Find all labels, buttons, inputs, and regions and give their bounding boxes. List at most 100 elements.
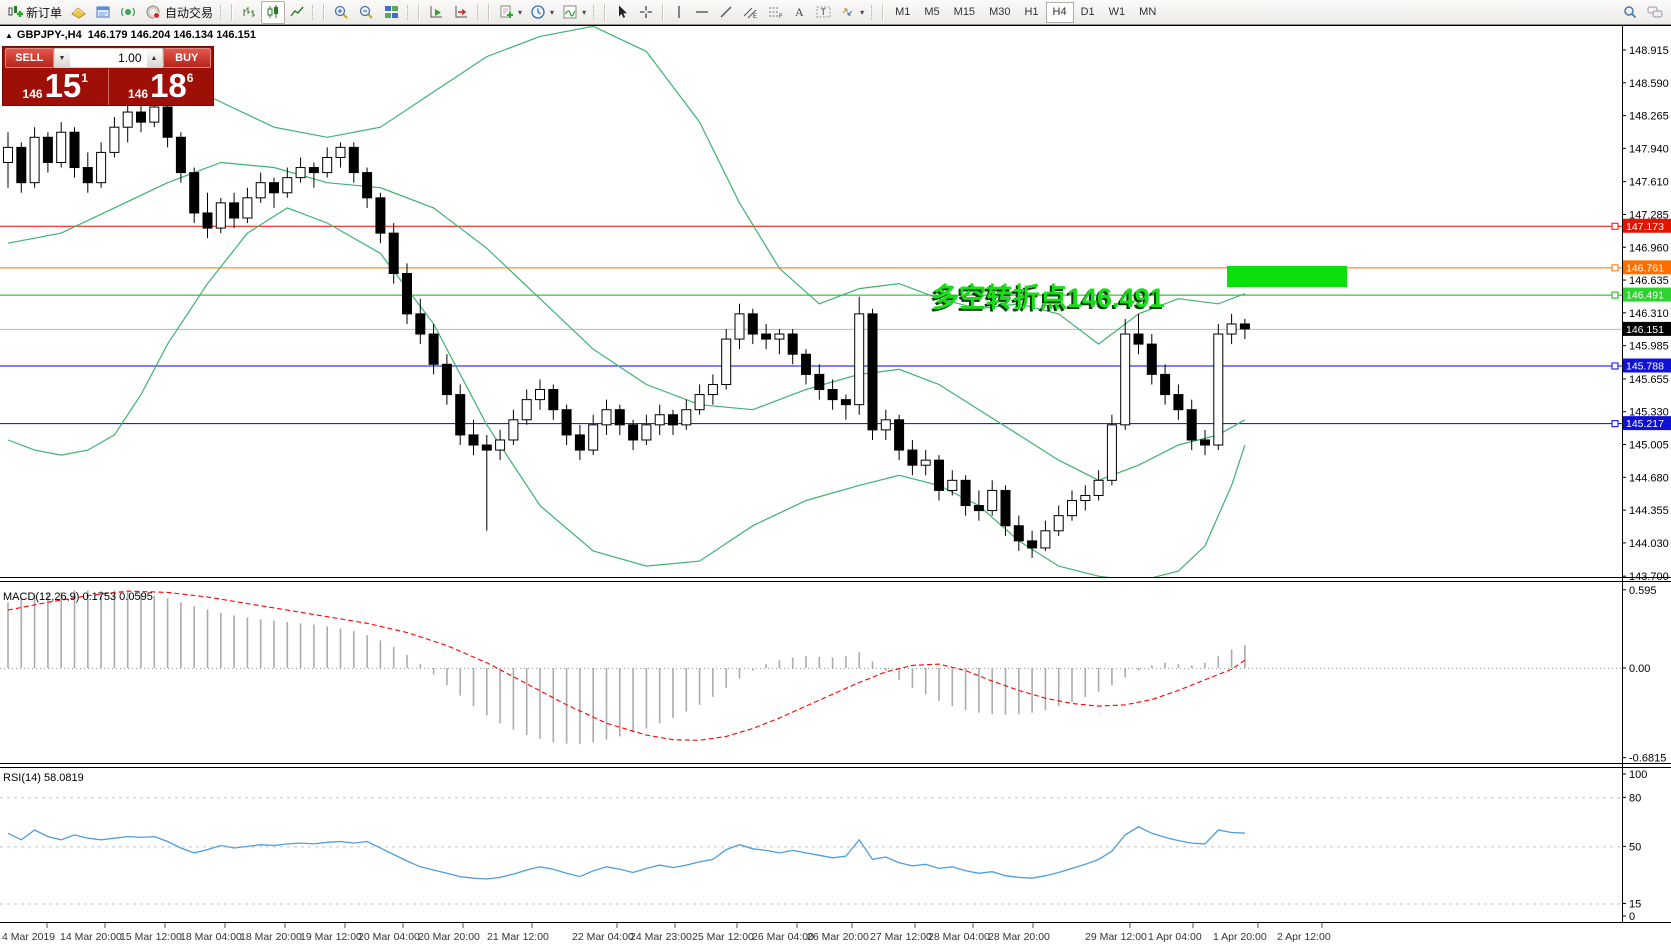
price-line-label-box[interactable] bbox=[1623, 260, 1671, 275]
toolbar-grip bbox=[220, 4, 224, 20]
price-line-label-box[interactable] bbox=[1623, 416, 1671, 431]
macd-axis-tick: 0.00 bbox=[1629, 663, 1650, 675]
data-window-button[interactable] bbox=[91, 1, 116, 24]
candle bbox=[1027, 540, 1038, 549]
vertical-line-tool-button[interactable] bbox=[668, 1, 690, 24]
market-watch-button[interactable] bbox=[66, 1, 91, 24]
candle bbox=[282, 177, 293, 194]
candle bbox=[1200, 439, 1210, 446]
line-anchor-marker[interactable] bbox=[1611, 222, 1619, 230]
candle bbox=[548, 389, 559, 411]
zoom-in-button[interactable] bbox=[329, 1, 354, 24]
line-anchor-marker[interactable] bbox=[1611, 291, 1619, 299]
candle bbox=[894, 419, 905, 451]
timeframe-m30[interactable]: M30 bbox=[989, 6, 1011, 18]
candle bbox=[348, 146, 359, 174]
timeframe-m15[interactable]: M15 bbox=[953, 6, 976, 18]
text-tool-button[interactable]: A bbox=[788, 1, 811, 24]
sell-button[interactable]: SELL bbox=[5, 48, 54, 68]
candle bbox=[295, 167, 306, 179]
auto-scroll-button[interactable] bbox=[424, 1, 449, 24]
candle bbox=[109, 126, 120, 153]
timeframe-mn[interactable]: MN bbox=[1139, 6, 1157, 18]
zoom-out-button[interactable] bbox=[354, 1, 379, 24]
channel-tool-button[interactable]: E bbox=[738, 1, 763, 24]
periods-caret-icon: ▾ bbox=[550, 7, 555, 17]
annotation-highlight-box[interactable] bbox=[1227, 266, 1347, 287]
shapes-tool-button[interactable]: ▾ bbox=[836, 1, 868, 24]
periods-button[interactable]: ▾ bbox=[526, 1, 558, 24]
time-axis-label: 24 Mar 23:00 bbox=[630, 931, 692, 943]
candle bbox=[840, 399, 851, 406]
toolbar-grip bbox=[871, 4, 875, 20]
toolbar-grip bbox=[407, 4, 411, 20]
volume-decrease-button[interactable]: ▼ bbox=[54, 49, 70, 67]
search-button[interactable] bbox=[1618, 1, 1642, 24]
price-axis-tick: 144.030 bbox=[1629, 538, 1669, 550]
svg-text:A: A bbox=[795, 5, 804, 19]
candle bbox=[1106, 424, 1117, 481]
line-anchor-marker[interactable] bbox=[1611, 264, 1619, 272]
collapse-panel-icon[interactable]: ▲ bbox=[5, 31, 13, 40]
macd-panel: MACD(12,26,9) 0.1753 0.0595 bbox=[0, 590, 1622, 745]
tile-windows-button[interactable] bbox=[379, 1, 404, 24]
candle bbox=[162, 106, 173, 138]
candle bbox=[415, 313, 426, 335]
trendline-tool-button[interactable] bbox=[714, 1, 738, 24]
line-chart-button[interactable] bbox=[285, 1, 309, 24]
new-order-button[interactable]: 新订单 bbox=[3, 1, 66, 24]
volume-input[interactable]: 1.00 bbox=[69, 49, 147, 67]
fibonacci-tool-button[interactable]: F bbox=[763, 1, 788, 24]
candle bbox=[508, 419, 519, 441]
chart-shift-button[interactable] bbox=[449, 1, 474, 24]
signal-button[interactable] bbox=[116, 1, 141, 24]
candlestick-chart-button[interactable] bbox=[261, 0, 286, 24]
candle bbox=[1226, 323, 1237, 335]
price-axis-tick: 147.285 bbox=[1629, 209, 1669, 221]
buy-button[interactable]: BUY bbox=[162, 48, 211, 68]
crosshair-button[interactable] bbox=[634, 1, 658, 24]
buy-price[interactable]: 146 18 6 bbox=[109, 69, 214, 105]
candle bbox=[934, 459, 944, 491]
price-line-label-box[interactable] bbox=[1623, 358, 1671, 373]
price-line-label-box[interactable] bbox=[1623, 321, 1671, 336]
timeframe-m1[interactable]: M1 bbox=[895, 6, 911, 18]
volume-increase-button[interactable]: ▲ bbox=[146, 49, 162, 67]
timeframe-h1[interactable]: H1 bbox=[1024, 6, 1039, 18]
price-line-label-box[interactable] bbox=[1623, 287, 1671, 302]
candles-layer[interactable] bbox=[3, 96, 1250, 559]
price-line-label: 146.761 bbox=[1626, 262, 1664, 274]
line-anchor-marker[interactable] bbox=[1611, 420, 1619, 428]
timeframe-h4[interactable]: H4 bbox=[1045, 1, 1074, 23]
timeframe-w1[interactable]: W1 bbox=[1108, 6, 1126, 18]
price-axis[interactable]: 148.915 148.590 148.265 147.940 147.610 147.2… bbox=[1622, 45, 1671, 923]
toolbar-separator bbox=[662, 3, 665, 21]
candle bbox=[375, 197, 386, 234]
price-axis-tick: 148.915 bbox=[1629, 45, 1669, 57]
annotation-text[interactable]: 多空转折点146.491 bbox=[932, 282, 1165, 313]
line-anchor-marker[interactable] bbox=[1611, 362, 1619, 370]
sell-price-big: 15 bbox=[44, 67, 82, 104]
cursor-button[interactable] bbox=[610, 1, 634, 24]
indicators-button[interactable]: ▾ bbox=[558, 1, 590, 24]
toolbar-separator bbox=[488, 3, 491, 21]
label-tool-button[interactable]: T bbox=[811, 1, 836, 24]
sell-price[interactable]: 146 15 1 bbox=[3, 69, 109, 105]
candle bbox=[947, 479, 958, 491]
buy-price-prefix: 146 bbox=[128, 87, 149, 101]
chat-button[interactable] bbox=[1642, 1, 1668, 24]
timeframe-d1[interactable]: D1 bbox=[1080, 6, 1095, 18]
candle bbox=[1067, 500, 1077, 517]
horizontal-line-tool-button[interactable] bbox=[690, 1, 714, 24]
autotrade-button[interactable]: 自动交易 bbox=[141, 1, 217, 24]
templates-button[interactable]: ▾ bbox=[494, 1, 526, 24]
market-watch-icon bbox=[71, 7, 86, 19]
bar-chart-button[interactable] bbox=[237, 1, 261, 24]
candle bbox=[402, 272, 412, 315]
timeframe-m5[interactable]: M5 bbox=[924, 6, 940, 18]
candle bbox=[1133, 333, 1144, 345]
candle bbox=[202, 212, 213, 229]
price-line-label-box[interactable] bbox=[1623, 218, 1671, 233]
